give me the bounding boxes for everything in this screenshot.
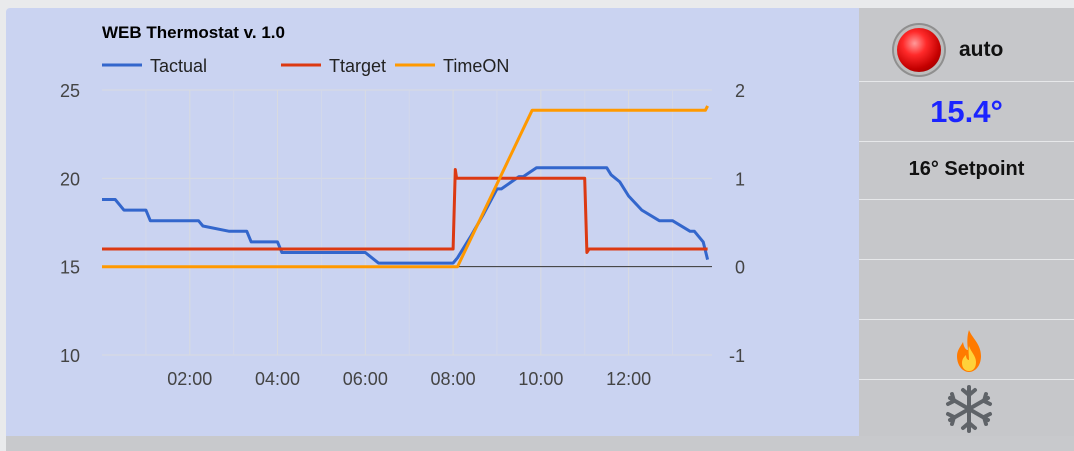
legend-label-timeon: TimeON — [443, 56, 509, 76]
chart-series — [102, 105, 710, 269]
mode-row[interactable]: auto — [859, 8, 1074, 82]
legend-label-tactual: Tactual — [150, 56, 207, 76]
control-panel: auto 15.4° 16° Setpoint — [859, 8, 1074, 436]
thermostat-chart: WEB Thermostat v. 1.0 Tactual Ttarget Time… — [60, 23, 745, 389]
y-right-tick-label: 0 — [735, 258, 745, 278]
y-left-tick-label: 20 — [60, 169, 80, 189]
x-tick-label: 06:00 — [343, 369, 388, 389]
y-left-tick-label: 25 — [60, 81, 80, 101]
setpoint-row[interactable]: 16° Setpoint — [859, 142, 1074, 200]
mode-label: auto — [959, 38, 1004, 61]
chart-legend: Tactual Ttarget TimeON — [102, 56, 509, 76]
x-tick-label: 12:00 — [606, 369, 651, 389]
y-left-tick-label: 15 — [60, 258, 80, 278]
empty-row-1 — [859, 200, 1074, 260]
series-line-tactual — [102, 166, 710, 265]
snowflake-icon[interactable] — [939, 384, 999, 433]
status-led-icon — [897, 28, 941, 72]
series-line-ttarget — [102, 168, 708, 254]
x-tick-label: 10:00 — [518, 369, 563, 389]
flame-icon[interactable] — [939, 328, 999, 374]
y-right-tick-label: 2 — [735, 81, 745, 101]
x-tick-label: 04:00 — [255, 369, 300, 389]
legend-label-ttarget: Ttarget — [329, 56, 386, 76]
temperature-row: 15.4° — [859, 82, 1074, 142]
chart-grid — [102, 89, 712, 356]
y-left-tick-label: 10 — [60, 346, 80, 366]
cool-row[interactable] — [859, 380, 1074, 436]
chart-panel: WEB Thermostat v. 1.0 Tactual Ttarget Time… — [6, 8, 859, 436]
current-temperature: 15.4° — [930, 94, 1003, 129]
y-right-tick-label: 1 — [735, 169, 745, 189]
x-tick-label: 08:00 — [431, 369, 476, 389]
x-tick-label: 02:00 — [167, 369, 212, 389]
setpoint-label: 16° Setpoint — [908, 158, 1025, 180]
chart-title: WEB Thermostat v. 1.0 — [102, 23, 285, 42]
heat-row[interactable] — [859, 320, 1074, 380]
bottom-strip — [6, 436, 1074, 451]
empty-row-2 — [859, 260, 1074, 320]
series-line-timeon — [102, 105, 709, 269]
y-right-tick-label: -1 — [729, 346, 745, 366]
